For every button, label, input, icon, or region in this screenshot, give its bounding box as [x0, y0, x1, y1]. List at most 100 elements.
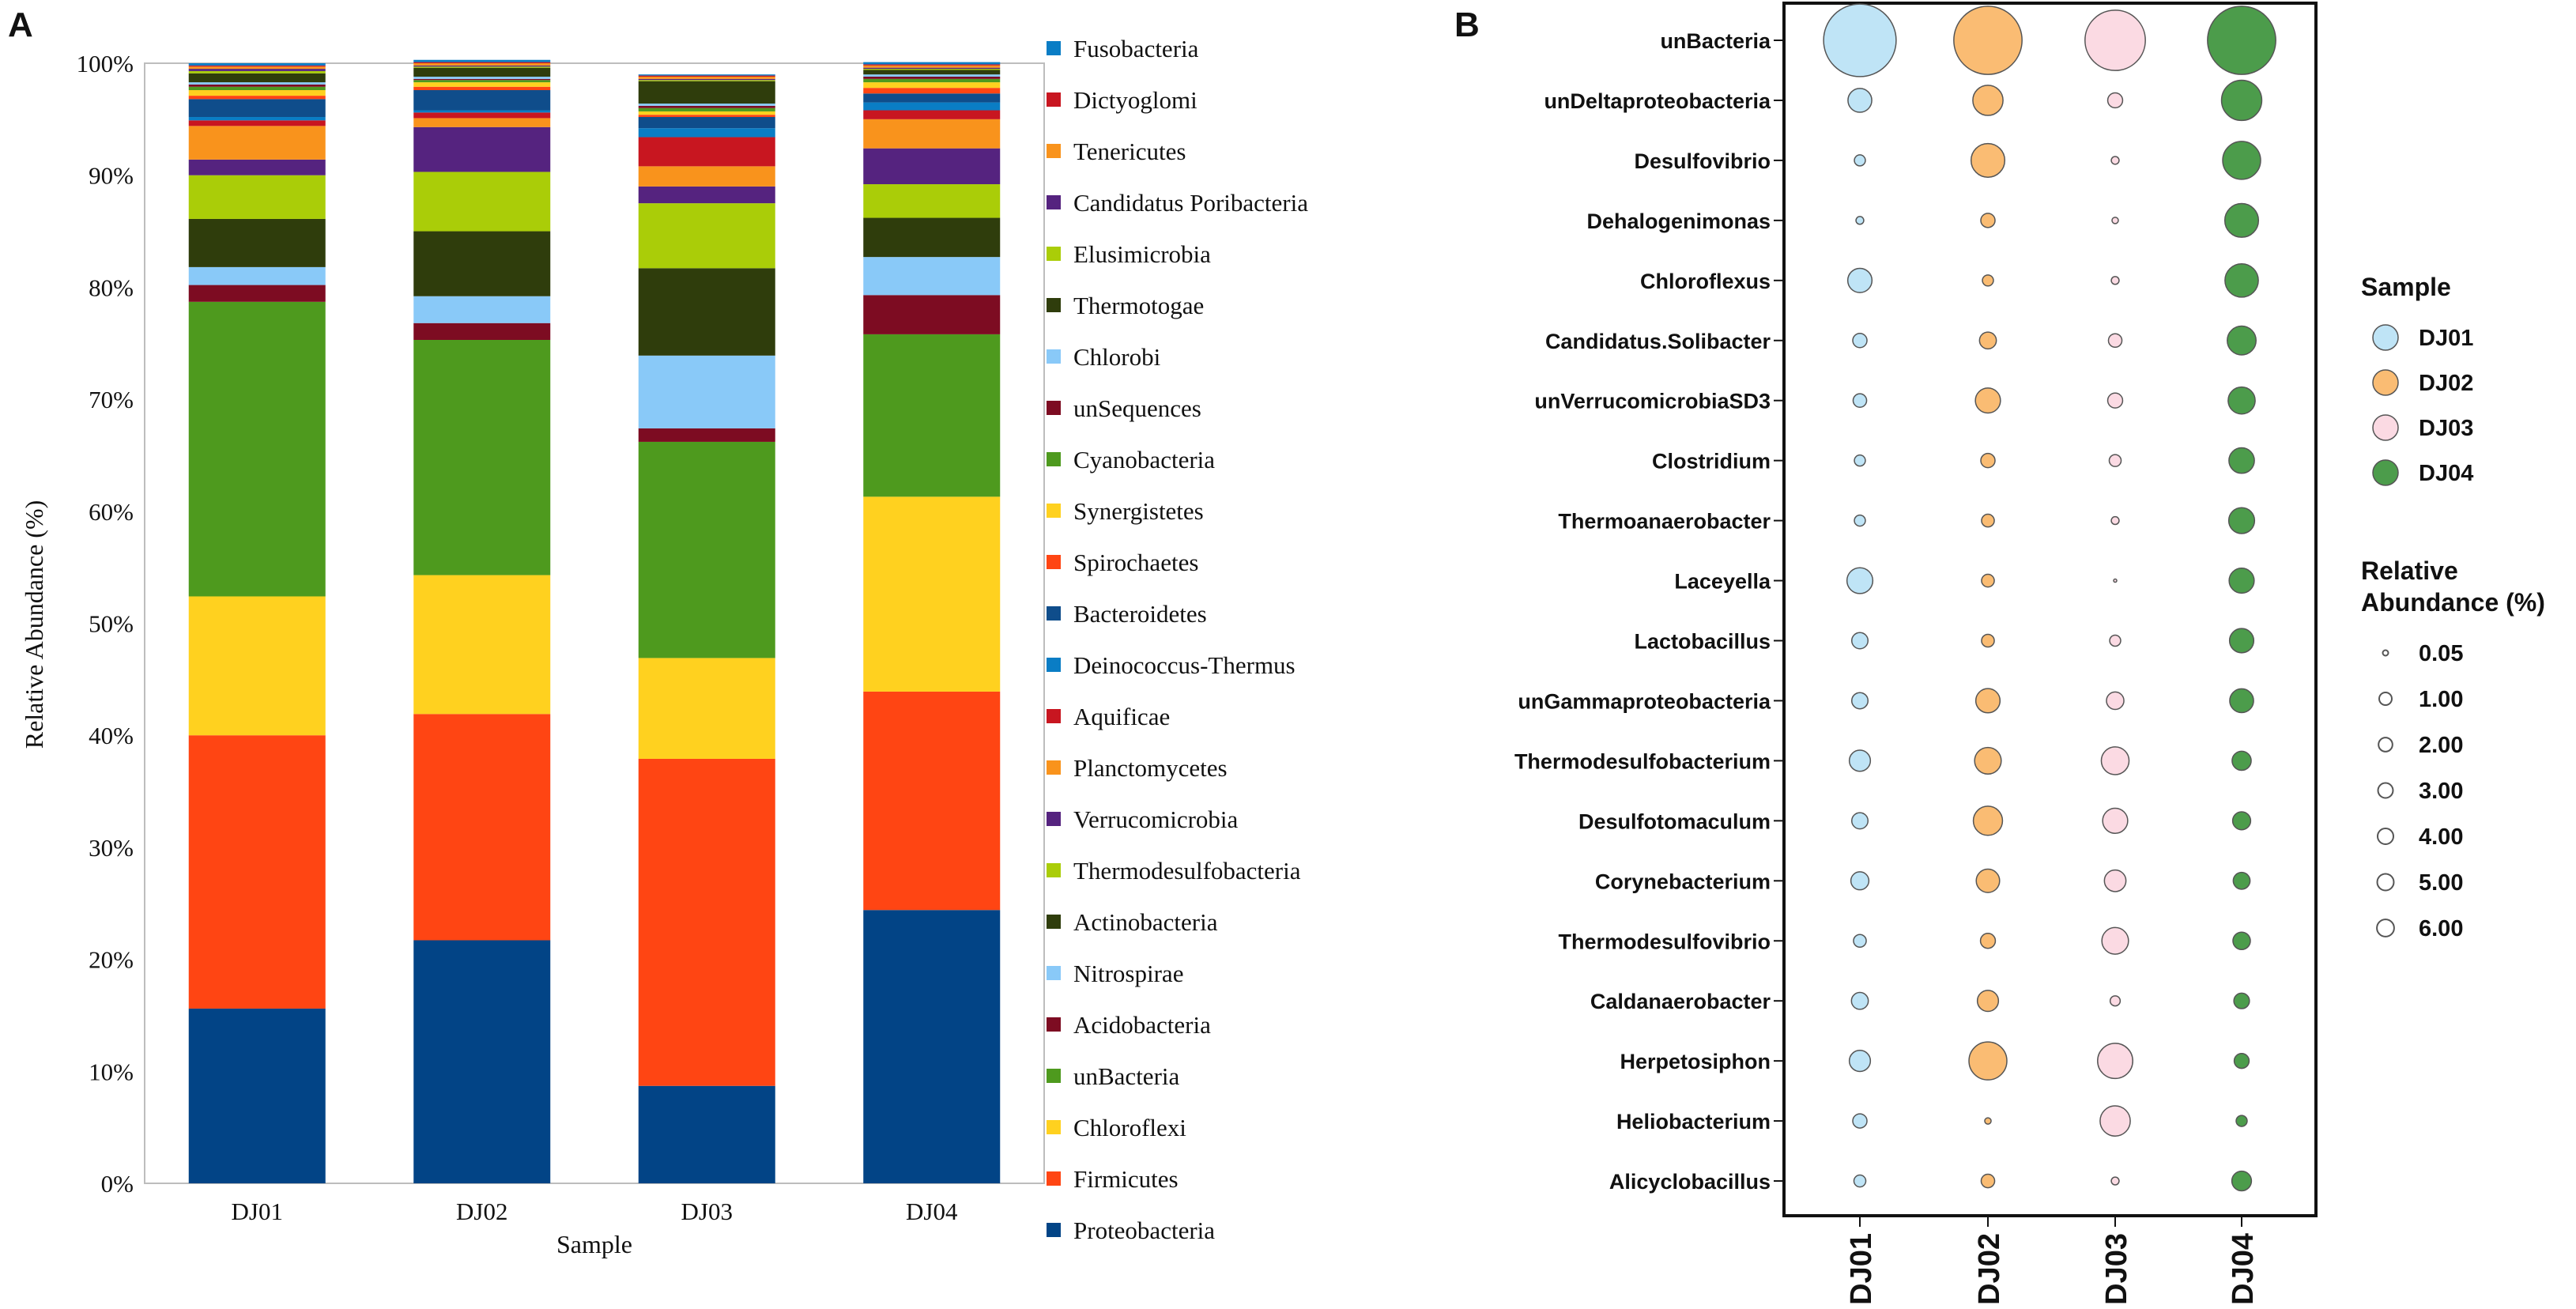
legend-label: unSequences: [1073, 394, 1201, 422]
bar-segment-proteobacteria: [413, 940, 551, 1183]
size-legend-marker: [2378, 737, 2393, 753]
y-axis-label: Relative Abundance (%): [20, 500, 48, 749]
legend-label: Planctomycetes: [1073, 754, 1228, 782]
bubble-dj03-unbacteria: [2084, 9, 2146, 71]
bar-segment-tenericutes: [413, 63, 551, 66]
bar-segment-aquificae: [413, 112, 551, 119]
size-legend-marker: [2376, 873, 2395, 892]
taxon-label: Herpetosiphon: [1620, 1050, 1771, 1073]
legend-swatch-verrucomicrobia: [1047, 812, 1061, 826]
bar-segment-chloroflexi: [188, 596, 326, 736]
bubble-dj02-heliobacterium: [1984, 1117, 1992, 1125]
bar-segment-acidobacteria: [638, 428, 775, 442]
bubble-dj02-herpetosiphon: [1968, 1041, 2008, 1081]
legend-swatch-candidatus-poribacteria: [1047, 195, 1061, 209]
bubble-dj03-thermodesulfobacterium: [2100, 746, 2130, 775]
legend-label: Chlorobi: [1073, 343, 1161, 371]
bar-segment-dictyoglomi: [638, 75, 775, 77]
legend-label: Spirochaetes: [1073, 549, 1198, 576]
taxon-label: Chloroflexus: [1640, 270, 1771, 293]
bubble-dj01-clostridium: [1854, 454, 1866, 467]
bar-segment-actinobacteria: [638, 268, 775, 356]
bar-segment-thermotogae: [638, 81, 775, 104]
bar-segment-acidobacteria: [413, 323, 551, 340]
bar-segment-cyanobacteria: [413, 80, 551, 83]
legend-swatch-fusobacteria: [1047, 41, 1061, 55]
bubble-dj02-dehalogenimonas: [1980, 213, 1996, 228]
bubble-dj02-thermodesulfovibrio: [1979, 933, 1997, 949]
taxon-label: Thermoanaerobacter: [1558, 510, 1771, 534]
bubble-dj01-heliobacterium: [1852, 1113, 1868, 1129]
bar-segment-thermotogae: [863, 70, 1001, 75]
bar-segment-nitrospirae: [638, 355, 775, 428]
bubble-dj02-candidatus-solibacter: [1978, 331, 1997, 350]
bubble-dj01-herpetosiphon: [1848, 1050, 1872, 1073]
bar-segment-thermodesulfobacteria: [413, 172, 551, 232]
bar-segment-deinococcus-thermus: [638, 128, 775, 138]
size-legend-label: 2.00: [2419, 733, 2463, 758]
bubble-dj02-ungammaproteobacteria: [1974, 688, 2001, 714]
bar-segment-synergistetes: [638, 111, 775, 115]
bar-segment-unsequences: [638, 105, 775, 108]
size-legend-label: 0.05: [2419, 641, 2463, 666]
bar-segment-actinobacteria: [188, 218, 326, 267]
taxon-label: Caldanaerobacter: [1590, 990, 1771, 1013]
bubble-dj04-alicyclobacillus: [2231, 1170, 2253, 1192]
bar-segment-thermodesulfobacteria: [638, 203, 775, 269]
y-tick-label: 40%: [89, 722, 134, 749]
y-tick-labels: 0% 10% 20% 30% 40% 50% 60% 70% 80% 90% 100%: [77, 50, 134, 1198]
bubble-dj04-laceyella: [2228, 567, 2255, 594]
panel-b-label: B: [1454, 6, 1480, 44]
bar-segment-bacteroidetes: [188, 99, 326, 118]
y-tick-label: 80%: [89, 273, 134, 301]
bubble-dj01-desulfovibrio: [1854, 154, 1866, 167]
bar-segment-acidobacteria: [863, 295, 1001, 334]
legend-label: Fusobacteria: [1073, 35, 1199, 62]
size-legend-label: 6.00: [2419, 916, 2463, 941]
bar-segment-bacteroidetes: [863, 93, 1001, 103]
size-legend-label: 3.00: [2419, 779, 2463, 804]
bubble-dj01-dehalogenimonas: [1855, 216, 1865, 225]
bubbles: [1823, 3, 2276, 1192]
bar-segment-spirochaetes: [188, 96, 326, 100]
legend-swatch-nitrospirae: [1047, 966, 1061, 980]
bar-segment-planctomycetes: [638, 166, 775, 187]
sample-legend-marker: [2372, 369, 2399, 396]
y-tick-label: 10%: [89, 1058, 134, 1085]
legend-swatch-spirochaetes: [1047, 555, 1061, 569]
bar-segment-planctomycetes: [863, 119, 1001, 149]
x-axis-label: Sample: [556, 1230, 632, 1258]
legend-label: Actinobacteria: [1073, 908, 1218, 936]
taxon-label: Alicyclobacillus: [1609, 1170, 1771, 1194]
legend-label: Dictyoglomi: [1073, 86, 1197, 114]
legend-swatch-elusimicrobia: [1047, 247, 1061, 261]
stacked-bar-chart: 0%10%20%30%40%50%60%70%80%90%100% DJ01 DJ…: [20, 35, 1308, 1258]
bubble-dj04-thermoanaerobacter: [2227, 507, 2256, 534]
bar-segment-deinococcus-thermus: [863, 102, 1001, 111]
bar-segment-fusobacteria: [188, 63, 326, 66]
bubble-dj04-herpetosiphon: [2233, 1052, 2250, 1069]
taxon-label: Corynebacterium: [1595, 870, 1771, 893]
bar-segment-synergistetes: [413, 82, 551, 87]
taxon-label: unDeltaproteobacteria: [1544, 89, 1771, 113]
legend-swatch-deinococcus-thermus: [1047, 658, 1061, 672]
legend-label: Synergistetes: [1073, 497, 1204, 525]
bubble-dj04-lactobacillus: [2228, 628, 2255, 654]
bubble-dj01-caldanaerobacter: [1850, 991, 1869, 1010]
legend-label: Nitrospirae: [1073, 960, 1183, 987]
bubble-dj03-lactobacillus: [2109, 634, 2122, 647]
legend-label: Thermotogae: [1073, 292, 1204, 319]
bar-segment-cyanobacteria: [188, 86, 326, 91]
bar-segment-verrucomicrobia: [188, 159, 326, 175]
bubble-dj01-alicyclobacillus: [1853, 1174, 1867, 1188]
bubble-dj01-undeltaproteobacteria: [1847, 88, 1873, 113]
bar-segment-proteobacteria: [863, 910, 1001, 1183]
size-legend-marker: [2377, 782, 2394, 799]
bubble-plot-frame: [1782, 2, 2318, 1217]
bar-segment-aquificae: [188, 120, 326, 126]
bar-segment-tenericutes: [188, 66, 326, 70]
bubble-dj03-corynebacterium: [2103, 869, 2127, 892]
taxon-label: Candidatus.Solibacter: [1545, 330, 1771, 353]
sample-axis-label: DJ02: [1973, 1233, 2006, 1305]
bar-segment-unbacteria: [188, 301, 326, 597]
